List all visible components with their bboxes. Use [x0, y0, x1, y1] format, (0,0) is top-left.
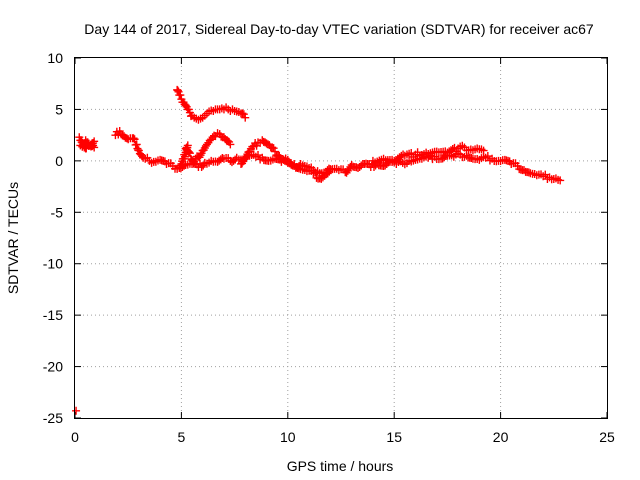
data-point	[180, 152, 189, 161]
data-point	[89, 139, 98, 148]
y-tick-label: -15	[43, 307, 63, 323]
data-point	[72, 406, 81, 415]
data-point	[238, 109, 247, 118]
series-arc-f	[368, 141, 488, 167]
data-point	[282, 157, 291, 166]
data-point	[483, 152, 492, 161]
data-point	[130, 135, 139, 144]
data-point	[326, 165, 335, 174]
y-axis-label: SDTVAR / TECUs	[5, 182, 21, 294]
data-point	[173, 86, 182, 95]
data-point	[556, 176, 565, 185]
data-point	[541, 170, 550, 179]
x-axis-label: GPS time / hours	[287, 458, 394, 474]
y-tick-label: 0	[55, 153, 63, 169]
y-tick-label: -10	[43, 256, 63, 272]
x-tick-label: 25	[599, 429, 615, 445]
y-tick-label: -25	[43, 410, 63, 426]
data-point	[176, 91, 185, 100]
series-arc-d	[175, 129, 235, 172]
data-points	[72, 85, 565, 415]
data-point	[239, 110, 248, 119]
plot-frame	[74, 57, 608, 419]
series-arc-a	[75, 133, 99, 153]
data-point	[268, 143, 277, 152]
y-tick-label: 5	[55, 101, 63, 117]
data-point	[479, 146, 488, 155]
y-tick-label: 10	[47, 50, 63, 66]
data-point	[241, 113, 250, 122]
series-outlier	[72, 406, 81, 415]
data-point	[269, 144, 278, 153]
data-point	[197, 163, 206, 172]
data-point	[129, 134, 138, 143]
x-tick-label: 0	[71, 429, 79, 445]
data-point	[254, 151, 263, 160]
data-point	[181, 101, 190, 110]
y-tick-label: -20	[43, 359, 63, 375]
y-tick-label: -5	[51, 204, 64, 220]
series-arc-e	[236, 136, 335, 178]
data-point	[176, 161, 185, 170]
data-point	[226, 140, 235, 149]
data-point	[271, 147, 280, 156]
data-point	[185, 149, 194, 158]
x-tick-label: 20	[493, 429, 509, 445]
x-tick-label: 5	[178, 429, 186, 445]
x-tick-label: 15	[386, 429, 402, 445]
data-point	[184, 147, 193, 156]
axis-ticks: 0 5 10 15 20 25 -25 -20 -15 -10 -5 0 5 10	[43, 50, 615, 445]
data-point	[369, 163, 378, 172]
data-point	[90, 137, 99, 146]
x-tick-label: 10	[280, 429, 296, 445]
series-arc-c	[173, 85, 250, 124]
data-point	[467, 154, 476, 163]
data-point	[132, 140, 141, 149]
chart-title: Day 144 of 2017, Sidereal Day-to-day VTE…	[84, 21, 594, 37]
series-arc-b	[111, 127, 565, 185]
data-point	[524, 168, 533, 177]
